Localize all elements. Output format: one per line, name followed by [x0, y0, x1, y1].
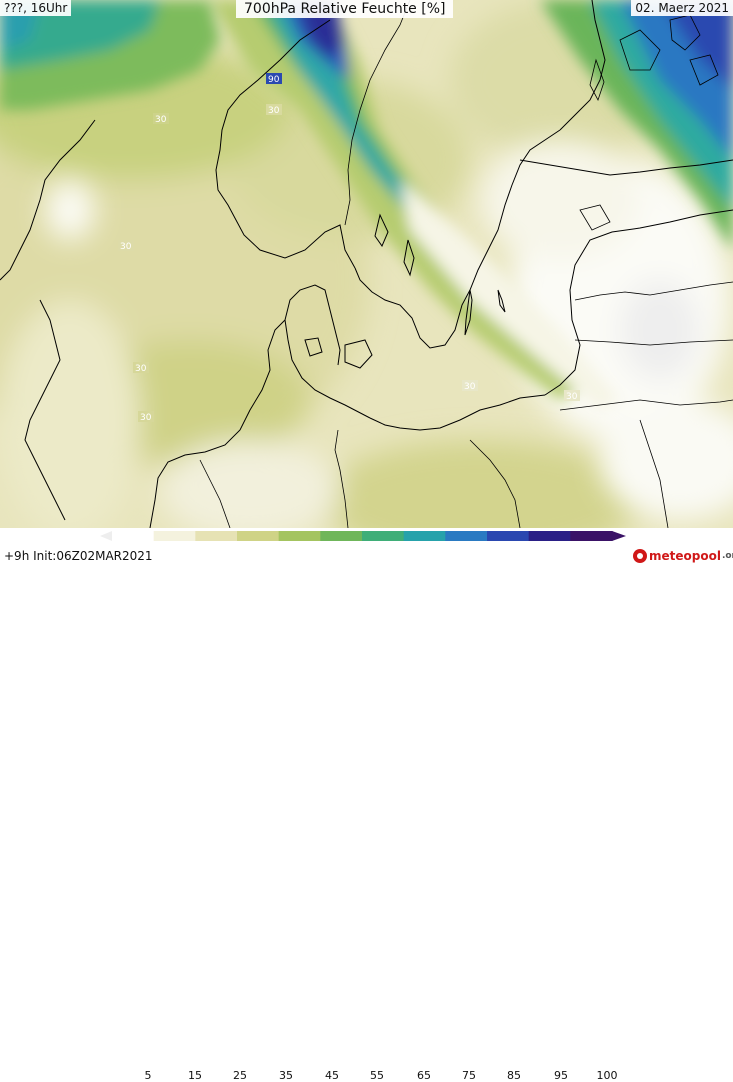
brand-name: meteopool: [649, 549, 721, 563]
legend-swatch: [445, 531, 488, 541]
legend-swatch: [195, 531, 238, 541]
legend-tick: 35: [279, 1069, 293, 1082]
humidity-field: [0, 0, 733, 528]
legend-tick: 5: [144, 1069, 152, 1082]
legend-tick: 25: [233, 1069, 247, 1082]
meteopool-logo-icon: [633, 549, 647, 563]
contour-labels: 30 30 30 30 30 30 30 90: [118, 73, 580, 423]
legend-tick: 85: [507, 1069, 521, 1082]
humidity-map: 30 30 30 30 30 30 30 90: [0, 0, 733, 528]
legend-tick: 45: [325, 1069, 339, 1082]
legend-swatch: [528, 531, 571, 541]
legend-swatch: [237, 531, 280, 541]
brand-tld: .org: [721, 551, 733, 561]
contour-label: 30: [268, 106, 280, 116]
legend-swatch: [320, 531, 363, 541]
contour-label: 30: [566, 392, 578, 402]
date-label: 02. Maerz 2021: [631, 0, 733, 16]
legend-swatch: [112, 531, 155, 541]
legend-tick: 75: [462, 1069, 476, 1082]
legend-arrow-right: [612, 531, 626, 541]
contour-label: 30: [140, 413, 152, 423]
contour-label: 90: [268, 75, 280, 85]
legend-arrow-left: [100, 531, 112, 541]
legend-tick: 15: [188, 1069, 202, 1082]
legend-tick: 100: [596, 1069, 618, 1082]
legend-swatch: [403, 531, 446, 541]
legend-swatch: [570, 531, 613, 541]
legend-swatch: [153, 531, 196, 541]
legend-colorbar: [100, 531, 626, 541]
map-title: 700hPa Relative Feuchte [%]: [236, 0, 454, 18]
contour-label: 30: [155, 115, 167, 125]
legend-tick: 55: [370, 1069, 384, 1082]
legend-swatch: [278, 531, 321, 541]
coastlines: [0, 0, 733, 528]
valid-time-label: ???, 16Uhr: [0, 0, 72, 16]
contour-label: 30: [464, 382, 476, 392]
legend-bar: [112, 531, 613, 541]
brand-logo[interactable]: meteopool .org: [633, 547, 733, 565]
legend-tick: 95: [554, 1069, 568, 1082]
legend-swatch: [362, 531, 405, 541]
legend-tick: 65: [417, 1069, 431, 1082]
legend-swatch: [487, 531, 530, 541]
contour-label: 30: [135, 364, 147, 374]
contour-label: 30: [120, 242, 132, 252]
init-time-label: +9h Init:06Z02MAR2021: [4, 549, 153, 563]
